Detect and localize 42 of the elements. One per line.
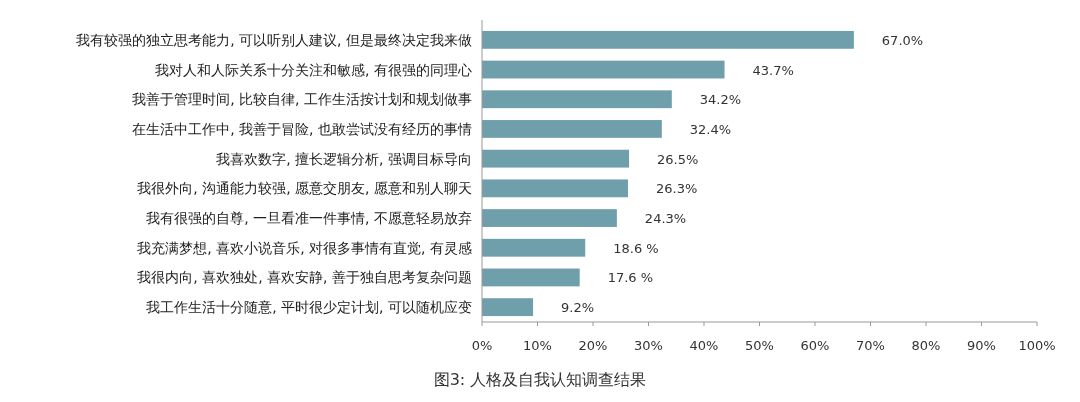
- x-tick-label: 10%: [523, 338, 552, 353]
- x-tick-label: 80%: [911, 338, 941, 353]
- bar: [482, 120, 662, 138]
- x-tick-label: 70%: [856, 338, 885, 353]
- data-label: 26.5%: [657, 151, 699, 167]
- x-tick-label: 40%: [689, 338, 719, 353]
- y-tick-label: 我充满梦想, 喜欢小说音乐, 对很多事情有直觉, 有灵感: [137, 239, 472, 256]
- x-tick-label: 60%: [800, 338, 830, 353]
- bar: [482, 179, 628, 198]
- y-tick-label: 我很内向, 喜欢独处, 喜欢安静, 善于独自思考复杂问题: [137, 269, 472, 286]
- y-tick-label: 我工作生活十分随意, 平时很少定计划, 可以随机应变: [146, 299, 472, 316]
- y-tick-label: 我有很强的自尊, 一旦看准一件事情, 不愿意轻易放弃: [146, 210, 472, 227]
- x-tick-label: 90%: [967, 338, 996, 353]
- x-tick-label: 50%: [745, 338, 774, 353]
- x-tick-label: 20%: [578, 338, 608, 353]
- bar: [482, 30, 854, 49]
- bar: [482, 209, 617, 227]
- bar: [482, 60, 725, 79]
- bar: [482, 149, 630, 168]
- y-tick-label: 我很外向, 沟通能力较强, 愿意交朋友, 愿意和别人聊天: [137, 180, 472, 197]
- y-tick-label: 我喜欢数字, 擅长逻辑分析, 强调目标导向: [216, 150, 472, 167]
- bar: [482, 238, 586, 257]
- data-label: 24.3%: [644, 211, 687, 227]
- y-tick-label: 在生活中工作中, 我善于冒险, 也敢尝试没有经历的事情: [132, 120, 472, 137]
- bar: [482, 298, 534, 317]
- bar: [482, 268, 580, 287]
- data-label: 17.6 %: [607, 270, 654, 286]
- data-label: 34.2%: [699, 92, 742, 108]
- x-tick-label: 100%: [1018, 338, 1056, 353]
- x-tick-label: 30%: [634, 338, 663, 353]
- data-label: 26.3%: [655, 181, 698, 197]
- data-label: 18.6 %: [613, 240, 659, 256]
- data-label: 67.0%: [881, 32, 924, 48]
- caption: 图3: 人格及自我认知调查结果: [433, 370, 647, 389]
- data-label: 9.2%: [561, 300, 595, 316]
- y-tick-label: 我有较强的独立思考能力, 可以听别人建议, 但是最终决定我来做: [76, 31, 472, 48]
- bar: [482, 90, 672, 109]
- y-tick-label: 我对人和人际关系十分关注和敏感, 有很强的同理心: [155, 61, 472, 78]
- data-label: 43.7%: [752, 62, 794, 78]
- x-tick-label: 0%: [471, 338, 493, 353]
- data-label: 32.4%: [689, 121, 732, 137]
- y-tick-label: 我善于管理时间, 比较自律, 工作生活按计划和规划做事: [132, 91, 472, 108]
